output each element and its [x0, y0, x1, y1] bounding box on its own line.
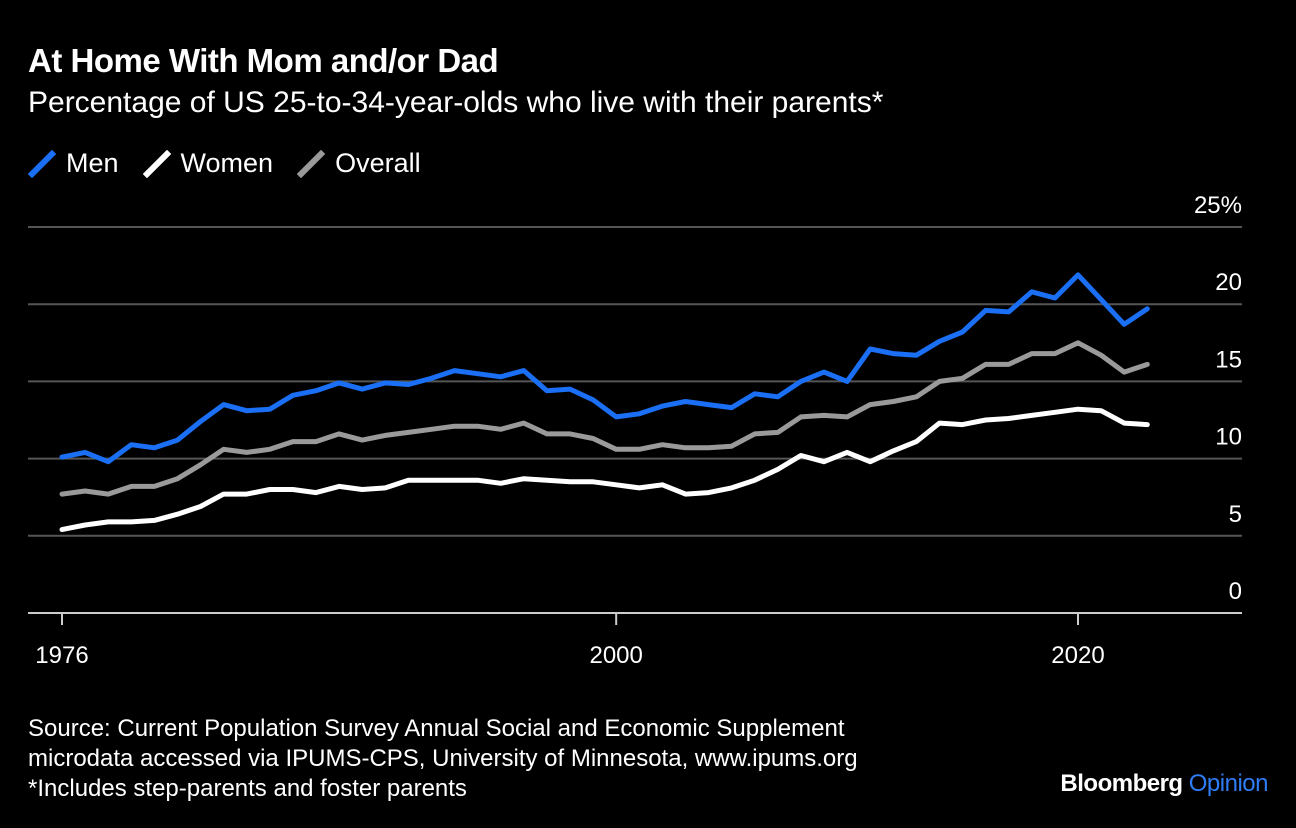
source-line-1: Source: Current Population Survey Annual…: [28, 715, 845, 742]
y-tick-label-25: 25%: [1194, 192, 1242, 219]
x-tick-label-2000: 2000: [589, 642, 642, 669]
brand-bloomberg: Bloomberg: [1060, 770, 1183, 797]
chart-title: At Home With Mom and/or Dad: [28, 42, 499, 79]
x-tick-label-1976: 1976: [35, 642, 88, 669]
legend-label-overall: Overall: [335, 148, 421, 178]
legend-item-women: Women: [142, 148, 274, 179]
series-line-men: [59, 272, 1150, 465]
y-tick-label-15: 15: [1215, 346, 1242, 373]
y-tick-label-5: 5: [1229, 501, 1242, 528]
series-line-overall: [59, 340, 1150, 497]
legend-swatch-women: [142, 149, 171, 178]
legend: Men Women Overall: [28, 148, 445, 179]
brand-logo: Bloomberg Opinion: [1060, 770, 1268, 798]
source-note: Source: Current Population Survey Annual…: [28, 714, 858, 804]
series-line-women: [59, 406, 1150, 533]
legend-label-women: Women: [180, 148, 274, 178]
legend-item-men: Men: [28, 148, 119, 179]
legend-item-overall: Overall: [297, 148, 421, 179]
source-line-2: microdata accessed via IPUMS-CPS, Univer…: [28, 745, 858, 772]
source-footnote: *Includes step-parents and foster parent…: [28, 775, 467, 802]
legend-swatch-men: [28, 149, 56, 178]
y-tick-label-20: 20: [1215, 269, 1242, 296]
y-tick-label-10: 10: [1215, 424, 1242, 451]
x-tick-label-2020: 2020: [1051, 642, 1104, 669]
legend-label-men: Men: [66, 148, 119, 178]
chart-subtitle: Percentage of US 25-to-34-year-olds who …: [28, 86, 884, 119]
brand-opinion: Opinion: [1188, 770, 1269, 797]
y-tick-label-0: 0: [1229, 578, 1242, 605]
line-chart: 0 5 10 15 20 25% 1976 2000 2020: [28, 192, 1242, 669]
legend-swatch-overall: [297, 149, 326, 178]
